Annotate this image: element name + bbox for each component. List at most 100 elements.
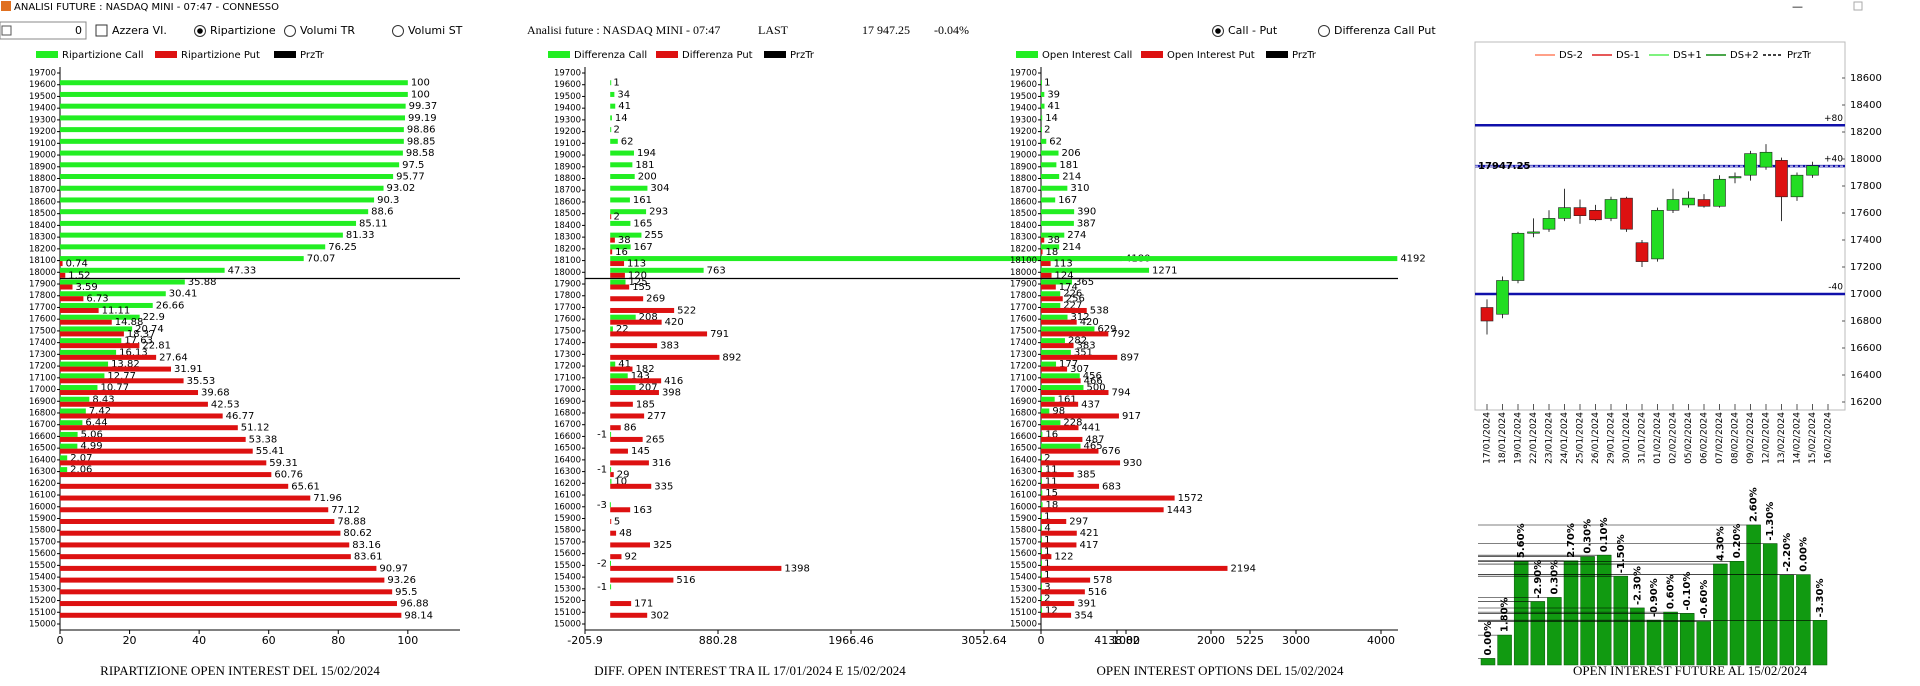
y-tick-label: 18800 — [554, 174, 581, 184]
bar — [610, 542, 651, 548]
bar — [1041, 349, 1071, 355]
bar — [60, 267, 225, 273]
number-input[interactable] — [0, 21, 87, 40]
y-tick-label: 15100 — [29, 608, 56, 618]
bar — [60, 279, 185, 285]
data-label: 385 — [1077, 470, 1096, 481]
y-tick-label: 17400 — [554, 338, 581, 348]
y-tick-label: 19700 — [1010, 69, 1037, 79]
data-label: 500 — [1087, 383, 1106, 394]
data-label: 98 — [1052, 406, 1065, 417]
data-label: 304 — [650, 183, 669, 194]
bar — [610, 373, 628, 379]
legend-swatch — [36, 51, 58, 58]
bar — [1041, 467, 1042, 473]
data-label: 78.88 — [337, 516, 366, 527]
bar — [60, 448, 253, 454]
bar — [610, 354, 720, 360]
bar — [1041, 331, 1109, 337]
y-tick-label: 18900 — [554, 162, 581, 172]
y-tick-label: 15800 — [554, 526, 581, 536]
bar — [1596, 554, 1612, 666]
x-tick-label: 26/01/2024 — [1591, 412, 1601, 464]
data-label: 391 — [1077, 599, 1096, 610]
radio-button[interactable] — [284, 25, 296, 37]
y-tick-label: 18200 — [1850, 127, 1882, 138]
data-label: 1271 — [1152, 265, 1177, 276]
data-label: 98.58 — [406, 148, 435, 159]
bar — [610, 267, 704, 273]
radio-button[interactable] — [1318, 25, 1330, 37]
y-tick-label: 16200 — [1850, 397, 1882, 408]
maximize-button[interactable] — [1853, 1, 1863, 11]
y-tick-label: 17200 — [1850, 262, 1882, 273]
data-label: 2.06 — [70, 465, 92, 476]
data-label: 100 — [411, 78, 430, 89]
checkbox[interactable] — [95, 24, 108, 37]
y-tick-label: 15100 — [1010, 608, 1037, 618]
y-tick-label: 15600 — [1010, 549, 1037, 559]
bar — [60, 232, 343, 238]
data-label: 1.80% — [1500, 597, 1511, 632]
data-label: 6.44 — [85, 418, 107, 429]
bar — [1041, 420, 1061, 426]
y-tick-label: 16100 — [1010, 491, 1037, 501]
bar — [60, 518, 335, 524]
data-label: 145 — [631, 446, 650, 457]
y-tick-label: 17400 — [29, 338, 56, 348]
data-label: 256 — [1066, 294, 1085, 305]
minimize-button[interactable]: — — [1792, 0, 1803, 13]
data-label: 1 — [1044, 547, 1050, 558]
data-label: -1.30% — [1765, 502, 1776, 541]
candle-body — [1682, 197, 1695, 206]
bar — [610, 220, 631, 226]
y-tick-label: 16600 — [1010, 432, 1037, 442]
data-label: 892 — [722, 352, 741, 363]
bar — [60, 495, 311, 501]
bar — [60, 174, 394, 180]
x-tick-label: 20 — [123, 634, 137, 647]
data-label: 97.5 — [402, 160, 424, 171]
data-label: 83.16 — [352, 540, 381, 551]
y-tick-label: 17900 — [1010, 280, 1037, 290]
data-label: 90.97 — [379, 563, 408, 574]
data-label: 466 — [1084, 376, 1103, 387]
data-label: 416 — [664, 376, 683, 387]
y-tick-label: 19000 — [29, 151, 56, 161]
chart-title: DIFF. OPEN INTEREST TRA IL 17/01/2024 E … — [594, 663, 906, 678]
x-tick-label: 3052.64 — [961, 634, 1007, 647]
bar — [610, 326, 613, 332]
y-tick-label: 18300 — [1010, 233, 1037, 243]
data-label: -2 — [597, 558, 607, 569]
data-label: 181 — [635, 160, 654, 171]
x-tick-label: 14/02/2024 — [1793, 412, 1803, 464]
data-label: 10 — [614, 476, 627, 487]
small-checkbox[interactable] — [1, 25, 12, 36]
bar — [60, 326, 133, 332]
candle-body — [1713, 178, 1726, 207]
bar — [60, 425, 238, 431]
bar — [610, 378, 662, 384]
y-tick-label: 17000 — [1010, 385, 1037, 395]
bar — [610, 361, 616, 367]
bar — [60, 319, 112, 325]
bar — [60, 261, 63, 267]
bar — [610, 197, 630, 203]
y-tick-label: 15500 — [1010, 561, 1037, 571]
bar — [60, 361, 109, 367]
y-tick-label: 18200 — [1010, 244, 1037, 254]
data-label: 34 — [617, 89, 630, 100]
data-label: 174 — [1059, 282, 1078, 293]
bar — [610, 530, 617, 536]
radio-dot — [1215, 28, 1221, 34]
bar — [1041, 127, 1042, 133]
radio-button[interactable] — [392, 25, 404, 37]
bar — [610, 209, 647, 215]
data-label: 1 — [613, 78, 619, 89]
legend-label: PrzTr — [790, 50, 815, 61]
y-tick-label: 19500 — [29, 92, 56, 102]
bar — [610, 518, 612, 524]
data-label: 194 — [637, 148, 656, 159]
bar — [610, 127, 612, 133]
bar — [1041, 530, 1077, 536]
